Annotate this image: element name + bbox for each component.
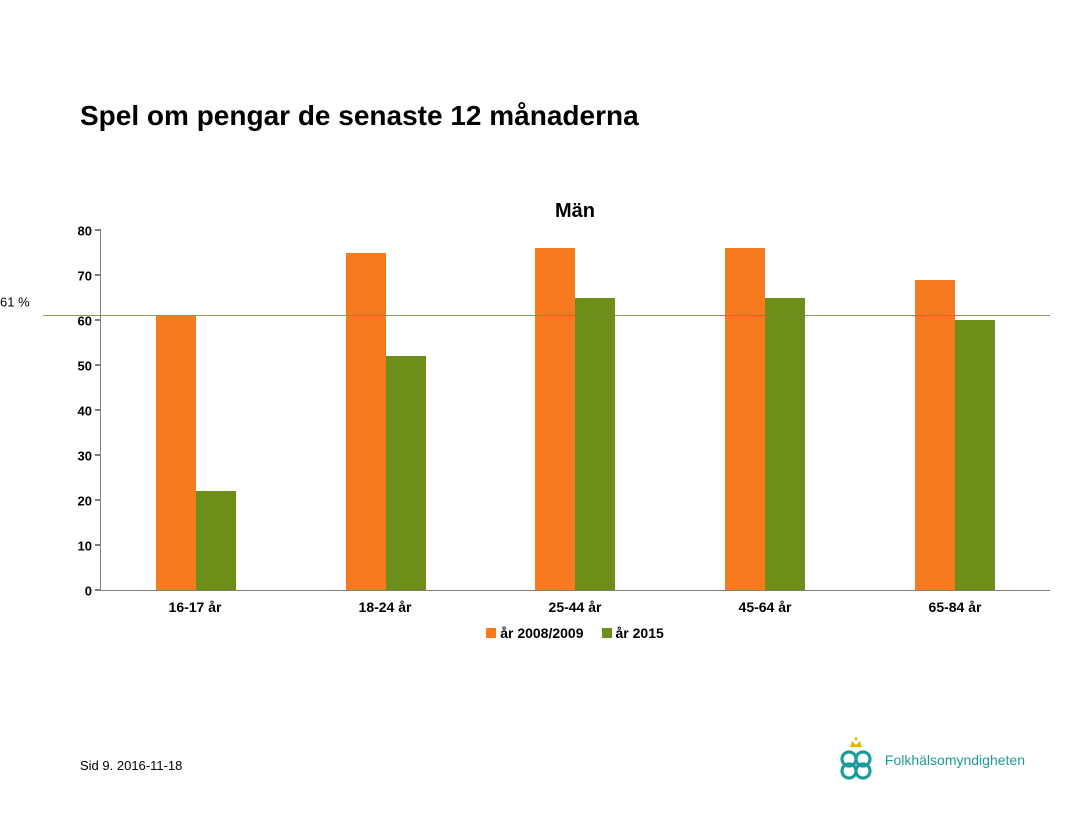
legend-label: år 2015 bbox=[616, 625, 664, 641]
footer-text: Sid 9. 2016-11-18 bbox=[80, 758, 182, 773]
legend-swatch bbox=[602, 628, 612, 638]
bar bbox=[725, 248, 765, 590]
bar bbox=[535, 248, 575, 590]
reference-line bbox=[43, 315, 1050, 316]
y-tick-mark bbox=[95, 274, 101, 276]
y-tick-label: 0 bbox=[85, 584, 92, 599]
y-tick-mark bbox=[95, 364, 101, 366]
org-logo-block: Folkhälsomyndigheten bbox=[835, 737, 1025, 783]
x-tick-label: 18-24 år bbox=[290, 591, 480, 615]
y-tick-label: 40 bbox=[78, 404, 92, 419]
x-axis-labels: 16-17 år18-24 år25-44 år45-64 år65-84 år bbox=[100, 591, 1050, 615]
y-tick-mark bbox=[95, 544, 101, 546]
x-tick-label: 45-64 år bbox=[670, 591, 860, 615]
legend-item: år 2008/2009 bbox=[486, 625, 583, 641]
x-tick-label: 65-84 år bbox=[860, 591, 1050, 615]
bar-group bbox=[101, 231, 291, 590]
y-tick-label: 70 bbox=[78, 269, 92, 284]
plot bbox=[100, 231, 1050, 591]
y-tick-label: 50 bbox=[78, 359, 92, 374]
bar bbox=[575, 298, 615, 591]
y-tick-label: 80 bbox=[78, 224, 92, 239]
y-tick-mark bbox=[95, 409, 101, 411]
org-name: Folkhälsomyndigheten bbox=[885, 752, 1025, 768]
y-tick-label: 60 bbox=[78, 314, 92, 329]
y-tick-mark bbox=[95, 229, 101, 231]
legend-label: år 2008/2009 bbox=[500, 625, 583, 641]
chart-title: Män bbox=[40, 200, 1050, 223]
y-tick-mark bbox=[95, 589, 101, 591]
y-tick-mark bbox=[95, 319, 101, 321]
bar bbox=[386, 356, 426, 590]
bar bbox=[765, 298, 805, 591]
bar bbox=[955, 320, 995, 590]
legend-item: år 2015 bbox=[602, 625, 664, 641]
reference-line-label: 61 % bbox=[0, 294, 30, 309]
bar-groups bbox=[101, 231, 1050, 590]
y-tick-label: 20 bbox=[78, 494, 92, 509]
legend-swatch bbox=[486, 628, 496, 638]
folkhalsomyndigheten-logo-icon bbox=[835, 737, 877, 783]
y-tick-label: 10 bbox=[78, 539, 92, 554]
x-tick-label: 16-17 år bbox=[100, 591, 290, 615]
bar bbox=[346, 253, 386, 591]
bar-group bbox=[291, 231, 481, 590]
bar-group bbox=[860, 231, 1050, 590]
y-tick-label: 30 bbox=[78, 449, 92, 464]
slide-title: Spel om pengar de senaste 12 månaderna bbox=[80, 100, 639, 132]
bar-group bbox=[481, 231, 671, 590]
y-tick-mark bbox=[95, 499, 101, 501]
bar-chart: Män 0102030405060708061 % 16-17 år18-24 … bbox=[40, 200, 1050, 660]
bar-group bbox=[670, 231, 860, 590]
bar bbox=[196, 491, 236, 590]
legend: år 2008/2009 år 2015 bbox=[100, 625, 1050, 641]
y-tick-mark bbox=[95, 454, 101, 456]
y-axis: 0102030405060708061 % bbox=[40, 231, 100, 591]
x-tick-label: 25-44 år bbox=[480, 591, 670, 615]
bar bbox=[915, 280, 955, 591]
bar bbox=[156, 316, 196, 591]
plot-area: 0102030405060708061 % bbox=[40, 231, 1050, 591]
